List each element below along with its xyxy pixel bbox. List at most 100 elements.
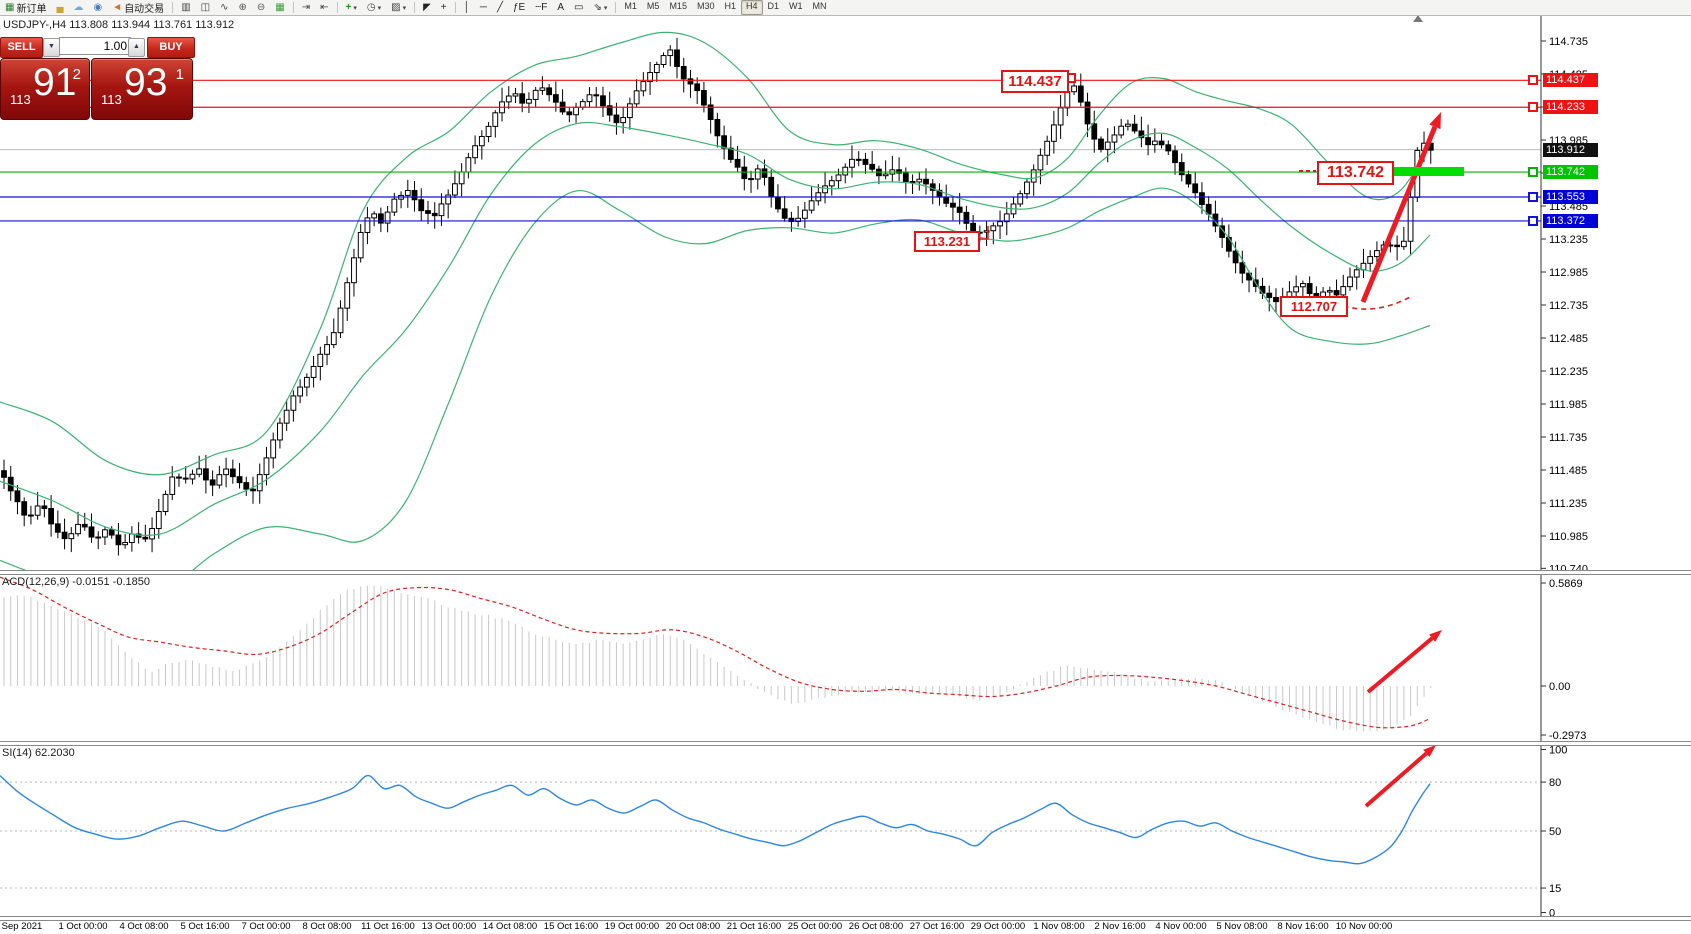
cloud-button[interactable]: ☁ (70, 0, 88, 15)
line-anchor-marker[interactable] (1528, 75, 1538, 86)
new-order-button[interactable]: ▦ 新订单 (1, 0, 50, 15)
svg-text:-0.2973: -0.2973 (1549, 730, 1586, 742)
pane-divider[interactable] (0, 741, 1691, 746)
line-anchor-marker[interactable] (1528, 102, 1538, 113)
line-chart-icon: ∿ (220, 2, 229, 13)
pane-divider[interactable] (0, 916, 1691, 921)
tile-windows-icon: ▦ (275, 2, 285, 13)
pane-divider[interactable] (0, 570, 1691, 575)
indicators-button[interactable]: + ▾ (342, 0, 361, 15)
ask-big-digits: 93 (124, 61, 168, 104)
cursor-button[interactable]: ◤ (419, 0, 435, 15)
crosshair-button[interactable]: + (437, 0, 451, 15)
toolbar-separator (454, 2, 456, 13)
svg-text:111.485: 111.485 (1549, 465, 1587, 477)
annotation-level-113742[interactable]: 113.742 (1317, 161, 1394, 185)
timeframe-h4-button[interactable]: H4 (740, 0, 763, 15)
timeframe-mn-button[interactable]: MN (812, 1, 827, 11)
time-axis-label: 2 Nov 16:00 (1094, 921, 1146, 932)
time-axis-label: 7 Oct 00:00 (241, 921, 291, 932)
annotation-support-113231[interactable]: 113.231 (914, 231, 980, 252)
toolbar-separator (615, 2, 617, 13)
line-anchor-marker[interactable] (1528, 167, 1538, 178)
chart-shift-icon: ⇤ (320, 2, 329, 13)
bar-chart-icon: ▥ (181, 2, 191, 13)
fibo-line-button[interactable]: ┄F (531, 0, 551, 15)
crosshair-icon: + (440, 2, 447, 13)
timeframe-h1-button[interactable]: H1 (724, 1, 736, 11)
ask-price-button[interactable]: 113 93 1 (91, 58, 193, 120)
time-axis-label: 4 Nov 00:00 (1155, 921, 1207, 932)
timeframe-m5-button[interactable]: M5 (646, 1, 660, 11)
time-axis-label: 8 Oct 08:00 (302, 921, 352, 932)
arrows-button[interactable]: ⇘ ▾ (590, 0, 612, 15)
line-anchor-marker[interactable] (1528, 192, 1538, 203)
timeframe-d1-button[interactable]: D1 (767, 1, 780, 11)
new-order-button-label: 新订单 (16, 4, 47, 15)
vertical-line-button[interactable]: │ (460, 0, 474, 15)
fibonacci-button[interactable]: ƒE (509, 0, 529, 15)
chevron-down-icon: ▾ (603, 4, 608, 12)
ask-pip-digit: 1 (175, 66, 184, 83)
templates-button[interactable]: ▨ ▾ (387, 0, 410, 15)
green-highlight-bar (1392, 167, 1464, 176)
svg-text:0.00: 0.00 (1549, 681, 1570, 693)
volume-up-button[interactable]: ▲ (128, 38, 145, 57)
ask-prefix: 113 (101, 92, 122, 107)
line-anchor-marker[interactable] (1528, 215, 1538, 226)
zoom-out-icon: ⊖ (256, 2, 266, 13)
line-chart-button[interactable]: ∿ (216, 0, 232, 15)
time-axis-label: 15 Oct 16:00 (543, 921, 599, 932)
candle-chart-button[interactable]: ◫ (197, 0, 214, 15)
time-axis-label: 5 Oct 16:00 (180, 921, 230, 932)
trendline-icon: ╱ (496, 2, 503, 13)
volume-down-button[interactable]: ▼ (43, 38, 60, 57)
zoom-out-button[interactable]: ⊖ (253, 0, 269, 15)
svg-text:15: 15 (1549, 883, 1561, 895)
one-click-trading-panel: SELL ▼ ▲ BUY 113 91 2 113 93 1 (0, 35, 200, 120)
chevron-down-icon: ▾ (377, 4, 382, 12)
tile-windows-button[interactable]: ▦ (271, 0, 288, 15)
timeframe-m1-button[interactable]: M1 (624, 1, 637, 11)
toolbar-separator (336, 2, 338, 13)
trendline-button[interactable]: ╱ (493, 0, 507, 15)
auto-trading-button[interactable]: ◄ 自动交易 (108, 0, 168, 15)
buy-button[interactable]: BUY (147, 37, 195, 58)
svg-text:112.485: 112.485 (1549, 333, 1588, 345)
chart-shift-button[interactable]: ⇤ (316, 0, 332, 15)
text-icon: A (557, 2, 565, 13)
svg-text:80: 80 (1549, 777, 1561, 789)
periods-button[interactable]: ◷ ▾ (363, 0, 385, 15)
indicators-icon: + (345, 2, 352, 13)
gold-icon-button[interactable]: ▄ (52, 0, 67, 15)
rsi-indicator-label: SI(14) 62.2030 (2, 747, 75, 759)
annotation-resistance-114437[interactable]: 114.437 (1001, 70, 1069, 93)
time-axis-label: 13 Oct 00:00 (421, 921, 477, 932)
svg-text:110.985: 110.985 (1549, 531, 1588, 543)
timeframe-m30-button[interactable]: M30 (696, 1, 715, 11)
time-axis-label: 20 Oct 08:00 (665, 921, 721, 932)
rectangle-button[interactable]: ▭ (570, 0, 587, 15)
scroll-to-end-button[interactable]: ⇥ (298, 0, 314, 15)
vertical-line-icon: │ (463, 2, 470, 13)
timeframe-w1-button[interactable]: W1 (789, 1, 803, 11)
zoom-in-button[interactable]: ⊕ (234, 0, 250, 15)
bid-price-button[interactable]: 113 91 2 (0, 58, 90, 120)
svg-text:0.5869: 0.5869 (1549, 578, 1583, 590)
bar-chart-button[interactable]: ▥ (177, 0, 194, 15)
text-button[interactable]: A (553, 0, 568, 15)
chart-shift-marker-icon[interactable] (1413, 15, 1423, 22)
rectangle-icon: ▭ (574, 2, 584, 13)
fibonacci-icon: ƒE (513, 2, 526, 13)
horizontal-line-button[interactable]: ─ (476, 0, 491, 15)
periods-icon: ◷ (366, 2, 376, 13)
new-order-icon: ▦ (5, 2, 15, 13)
signals-button[interactable]: ◉ (90, 0, 107, 15)
scroll-to-end-icon: ⇥ (301, 2, 311, 13)
annotation-low-112707[interactable]: 112.707 (1280, 296, 1348, 317)
timeframe-m15-button[interactable]: M15 (669, 1, 687, 11)
chevron-down-icon: ▾ (402, 4, 407, 12)
sell-button[interactable]: SELL (0, 37, 43, 58)
volume-input[interactable] (59, 37, 131, 55)
